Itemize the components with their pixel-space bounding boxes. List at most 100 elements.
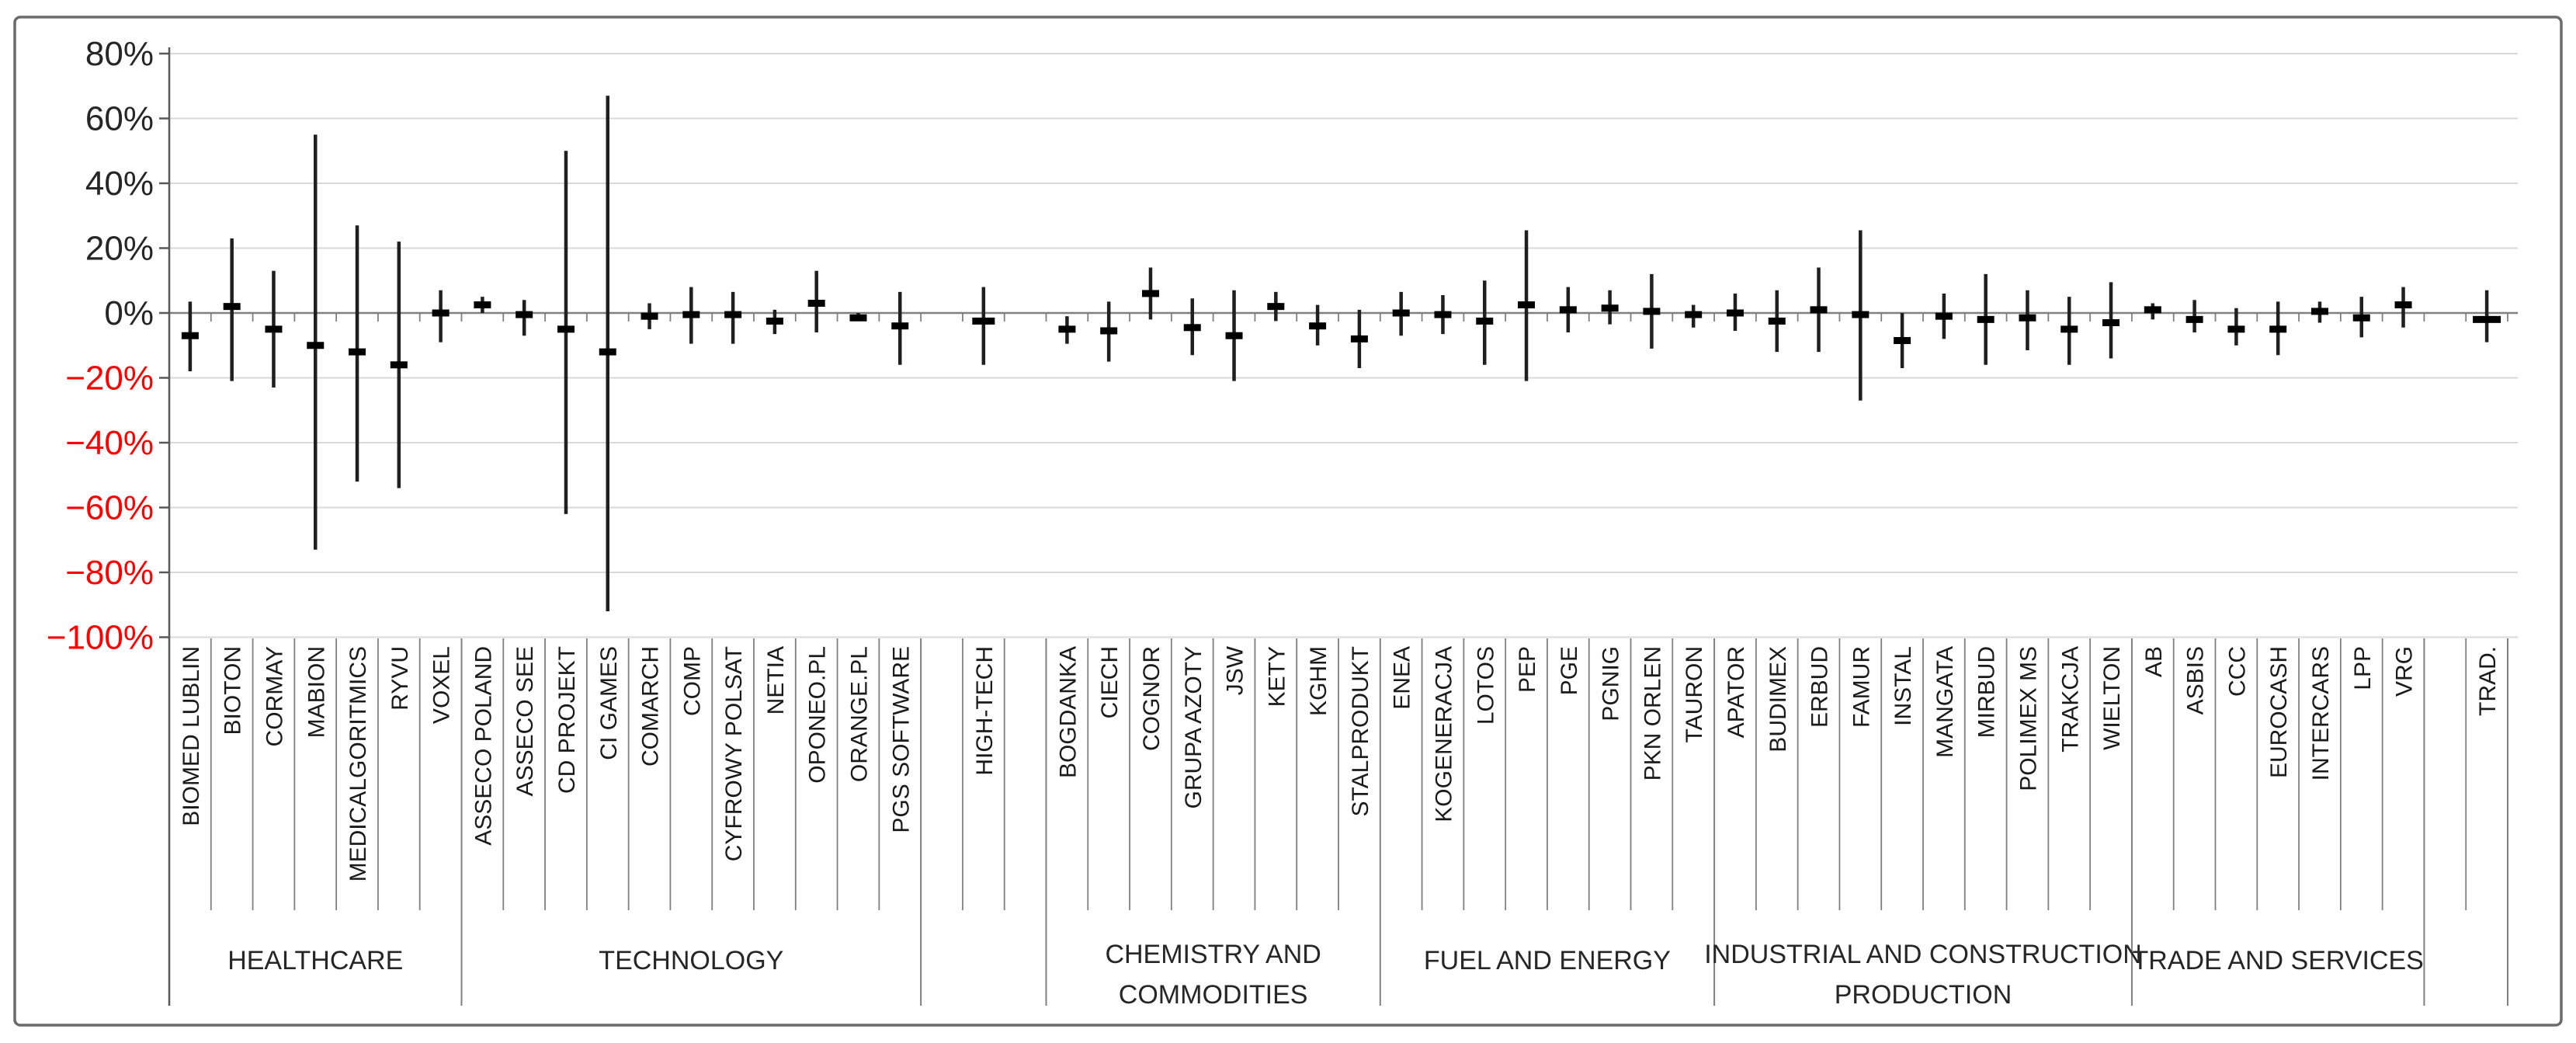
mid-marker (972, 317, 995, 325)
company-label: VRG (2392, 646, 2418, 697)
mid-marker (1434, 311, 1452, 318)
mid-marker (2019, 314, 2036, 322)
company-label: BUDIMEX (1765, 646, 1791, 753)
company-label: EUROCASH (2266, 646, 2292, 778)
y-tick-label: −100% (47, 619, 154, 657)
section-caption: COMMODITIES (1119, 980, 1308, 1010)
company-label: STALPRODUKT (1348, 646, 1373, 816)
company-label: CCC (2224, 646, 2250, 697)
company-label: COMARCH (638, 646, 664, 767)
company-label: PGS SOFTWARE (888, 646, 914, 833)
mid-marker (2227, 325, 2245, 333)
company-label: MIRBUD (1974, 646, 2000, 738)
company-label: ORANGE.PL (846, 646, 872, 782)
mid-marker (641, 312, 658, 320)
company-label: RYVU (387, 646, 413, 711)
mid-marker (516, 311, 533, 318)
mid-marker (599, 348, 616, 356)
section-caption: FUEL AND ENERGY (1424, 946, 1671, 975)
mid-marker (1810, 306, 1828, 314)
mid-marker (1643, 308, 1661, 315)
outer-border (13, 16, 2563, 1027)
y-tick-label: −80% (65, 554, 154, 592)
mid-marker (766, 317, 783, 325)
company-label: FAMUR (1849, 646, 1874, 728)
mid-marker (1058, 325, 1076, 333)
mid-marker (474, 301, 491, 309)
company-label: BIOMED LUBLIN (179, 646, 204, 826)
mid-marker (1601, 304, 1619, 312)
mid-marker (265, 325, 283, 333)
mid-marker (181, 332, 199, 339)
mid-marker (1768, 317, 1786, 325)
mid-marker (1100, 327, 1118, 335)
mid-marker (724, 311, 742, 318)
company-label: CD PROJEKT (554, 646, 580, 794)
mid-marker (1726, 309, 1744, 317)
company-label: TRAKCJA (2057, 646, 2083, 753)
mid-marker (1309, 322, 1327, 330)
mid-marker (2102, 319, 2120, 327)
company-label: PEP (1515, 646, 1540, 693)
y-tick-label: 40% (85, 165, 154, 203)
company-label: JSW (1223, 645, 1248, 695)
mid-marker (1225, 332, 1243, 339)
mid-marker (307, 342, 325, 349)
company-label: BIOTON (220, 646, 246, 735)
company-label: ASBIS (2183, 646, 2209, 714)
section-caption: CHEMISTRY AND (1105, 940, 1321, 969)
mid-marker (1977, 315, 1994, 323)
section-caption: INDUSTRIAL AND CONSTRUCTION (1704, 940, 2142, 969)
company-label: COMP (679, 646, 705, 716)
company-label: ERBUD (1807, 646, 1833, 728)
company-label: INTERCARS (2308, 646, 2334, 781)
company-label: PGE (1557, 646, 1582, 695)
company-label: APATOR (1724, 646, 1749, 738)
mid-marker (1852, 311, 1870, 318)
section-caption: PRODUCTION (1835, 980, 2012, 1010)
mid-marker (2060, 325, 2078, 333)
mid-marker (849, 314, 867, 322)
company-label: KETY (1264, 646, 1290, 707)
company-label: ASSECO SEE (512, 646, 538, 796)
mid-marker (1141, 290, 1159, 297)
y-tick-label: 80% (85, 35, 154, 73)
company-label: ENEA (1390, 646, 1415, 710)
mid-marker (1476, 317, 1494, 325)
company-label: BOGDANKA (1055, 646, 1081, 778)
mid-marker (1392, 309, 1410, 317)
company-label: MEDICALGORITMICS (345, 646, 371, 881)
mid-marker (223, 303, 241, 311)
section-caption: TRADE AND SERVICES (2132, 946, 2423, 975)
mid-marker (1685, 311, 1703, 318)
company-label: KOGENERACJA (1431, 646, 1456, 822)
section-caption: HEALTHCARE (227, 946, 403, 975)
y-tick-label: −20% (65, 360, 154, 398)
section-caption: TECHNOLOGY (599, 946, 783, 975)
y-tick-label: −60% (65, 489, 154, 527)
company-label: COGNOR (1139, 646, 1165, 751)
mid-marker (2473, 315, 2501, 323)
mid-marker (1350, 335, 1368, 342)
mid-marker (349, 348, 366, 356)
mid-marker (390, 361, 408, 369)
y-tick-label: 20% (85, 230, 154, 268)
y-tick-label: 60% (85, 100, 154, 138)
company-label: LOTOS (1473, 646, 1498, 725)
company-label: INSTAL (1890, 646, 1916, 726)
company-label: AB (2141, 646, 2167, 677)
mid-marker (1935, 312, 1953, 320)
company-label: PGNIG (1599, 646, 1624, 721)
company-label: CI GAMES (596, 646, 622, 760)
y-tick-label: 0% (104, 294, 154, 332)
mid-marker (1267, 303, 1285, 311)
company-label: MABION (304, 646, 329, 738)
company-label: CYFROWY POLSAT (721, 646, 747, 861)
mid-marker (1894, 336, 1911, 344)
y-tick-label: −40% (65, 424, 154, 462)
company-label: CORMAY (262, 646, 287, 746)
mid-marker (1559, 306, 1577, 314)
company-label: GRUPA AZOTY (1181, 646, 1206, 809)
mid-marker (1518, 301, 1536, 309)
